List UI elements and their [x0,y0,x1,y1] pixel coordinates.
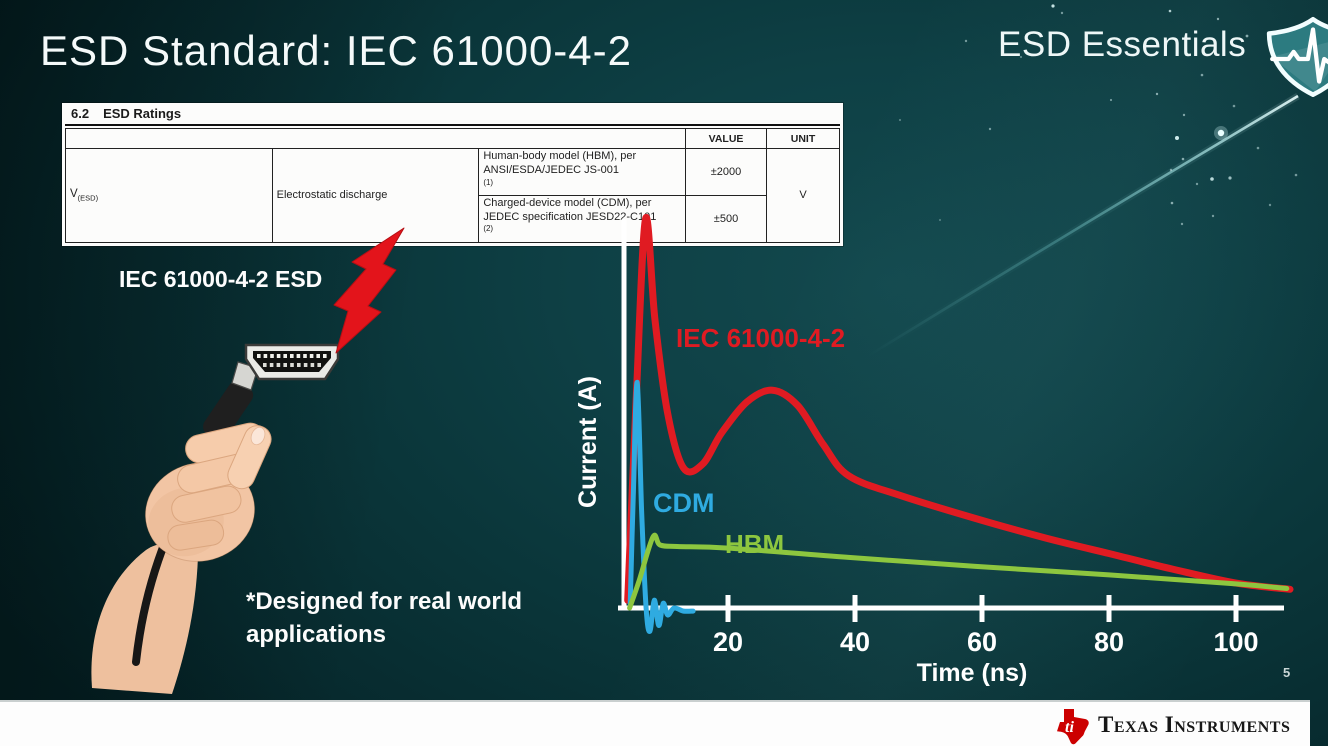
ti-logo: ti Texas Instruments [1052,708,1291,745]
star [1175,136,1179,140]
lightning-bolt-icon [333,227,405,354]
hbm-description-cell: Human-body model (HBM), per ANSI/ESDA/JE… [478,148,686,196]
ti-logo-text: Texas Instruments [1098,712,1291,737]
esd-shield-icon [1266,16,1328,98]
series-curve-iec-61000-4-2 [624,213,1294,604]
header-unit: UNIT [766,128,840,149]
x-tick-label: 40 [840,627,870,657]
symbol-subscript: (ESD) [77,193,99,203]
star [1232,104,1236,108]
star [1200,73,1204,77]
series-curve-hbm [627,532,1290,611]
comet-streak [867,94,1299,358]
ti-letters: ti [1065,719,1074,736]
series-curve-cdm [627,379,696,634]
ring-finger [171,485,242,523]
symbol: V [70,188,78,201]
cdm-description: Charged-device model (CDM), per JEDEC sp… [483,196,657,223]
header-empty-cell [65,128,686,149]
page-title: ESD Standard: IEC 61000-4-2 [40,27,632,74]
hbm-footnote-ref: (1) [483,177,494,187]
star [1210,177,1214,181]
star [1182,113,1186,117]
shield-facet [1271,42,1328,92]
thumbnail [250,426,266,446]
star [1256,146,1260,150]
cdm-description-cell: Charged-device model (CDM), per JEDEC sp… [478,194,686,243]
star [1294,173,1298,177]
texas-shape [1057,709,1089,745]
comet-streak-glow [866,92,1300,359]
star [964,39,968,43]
esd-ratings-panel: 6.2 ESD Ratings VALUE UNIT V(ESD) Electro… [62,103,843,246]
star [1211,214,1215,218]
symbol-cell: V(ESD) [65,148,273,243]
series-label-cdm: CDM [653,488,715,518]
series-label-iec-61000-4-2: IEC 61000-4-2 [676,323,845,353]
series-brand: ESD Essentials [998,25,1247,64]
star [1228,176,1232,180]
section-title: ESD Ratings [103,106,182,121]
comet-head [1217,129,1225,137]
cdm-footnote-ref: (2) [483,224,494,234]
design-footnote: *Designed for real world applications [246,585,522,651]
hbm-description: Human-body model (HBM), per ANSI/ESDA/JE… [483,150,637,176]
y-axis-label: Current (A) [574,376,602,508]
plug-body [203,381,254,441]
x-tick-label: 60 [967,627,997,657]
star [898,118,902,122]
star [1268,203,1272,207]
hbm-value: ±2000 [685,148,767,196]
parameter-cell: Electrostatic discharge [271,148,480,243]
x-axis-label: Time (ns) [917,659,1028,687]
table-header-row: VALUE UNIT [65,128,840,149]
footnote-line-2: applications [246,621,387,648]
star [1168,9,1172,13]
star [1109,98,1113,102]
header-value: VALUE [685,128,767,149]
illustration-label: IEC 61000-4-2 ESD [119,266,323,292]
star [938,218,942,222]
star [1216,17,1220,21]
star [1060,11,1064,15]
star [1169,168,1173,172]
unit-cell: V [766,148,840,243]
series-label-hbm: HBM [725,529,784,559]
ti-texas-logo-icon: ti [1057,709,1089,745]
esd-ratings-table: VALUE UNIT V(ESD) Electrostatic discharg… [65,128,840,243]
footnote-line-1: *Designed for real world [246,588,523,615]
x-tick-label: 100 [1213,627,1258,657]
page-number: 5 [1283,665,1291,680]
star [1155,92,1159,96]
star [1181,157,1185,161]
table-section-heading: 6.2 ESD Ratings [65,105,840,126]
section-number: 6.2 [71,106,90,121]
table-row-hbm: V(ESD) Electrostatic discharge Human-bod… [65,148,840,243]
star [1195,182,1199,186]
star [1180,222,1184,226]
star [1051,4,1055,8]
cdm-value: ±500 [685,194,767,243]
comet-head-glow [1214,126,1228,140]
star [1170,201,1174,205]
heartbeat-pulse-icon [1270,27,1328,84]
x-tick-label: 20 [713,627,743,657]
pinky-finger [167,519,225,551]
star [988,127,992,131]
hand-holding-connector-illustration [91,227,405,694]
footer-bar: ti Texas Instruments [0,700,1310,746]
x-tick-label: 80 [1094,627,1124,657]
